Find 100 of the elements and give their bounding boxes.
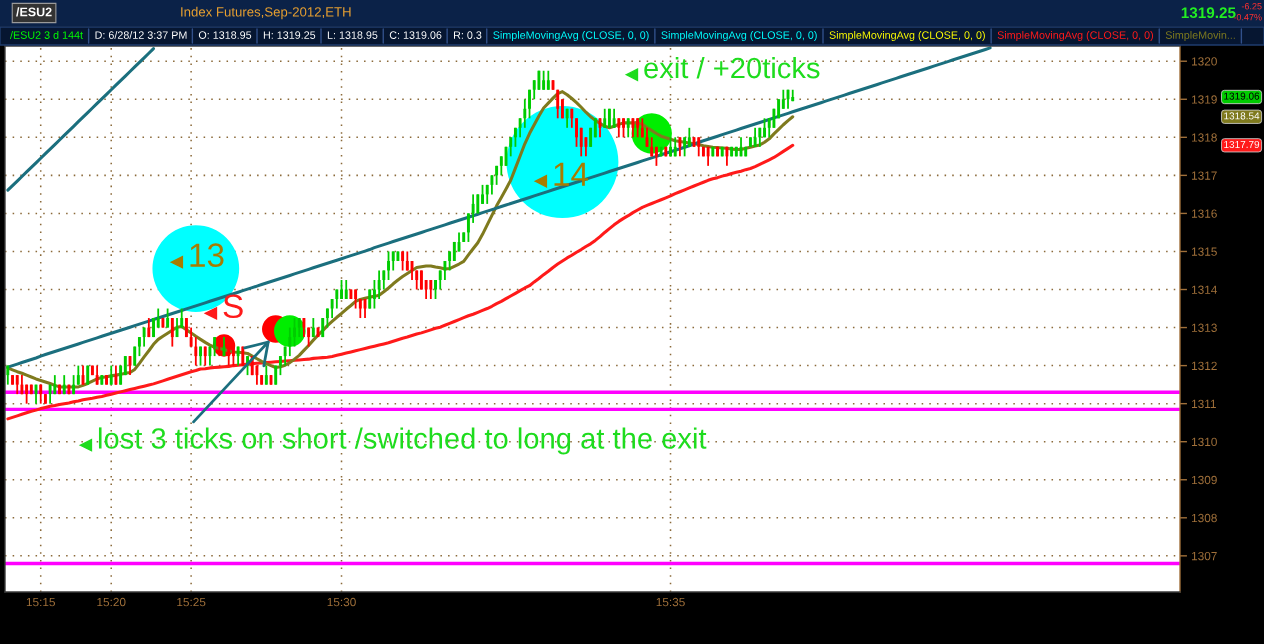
candlestick bbox=[636, 117, 640, 139]
candlestick bbox=[546, 69, 550, 91]
text: L: 1318.95 bbox=[327, 31, 378, 39]
candlestick bbox=[109, 364, 113, 386]
text: SimpleMovingAvg (CLOSE, 0, 0) bbox=[829, 30, 985, 42]
y-tick-label: 1313 bbox=[1192, 323, 1217, 332]
candlestick bbox=[626, 117, 630, 139]
annotation: exit / +20ticks bbox=[644, 56, 820, 79]
y-tick-label: 1311 bbox=[1192, 399, 1216, 409]
candlestick bbox=[189, 326, 193, 348]
candlestick bbox=[372, 279, 376, 310]
y-tick-label: 1312 bbox=[1192, 361, 1217, 370]
x-tick-label: 15:20 bbox=[97, 597, 126, 607]
candlestick bbox=[622, 117, 625, 139]
candlestick bbox=[278, 355, 282, 377]
candlestick bbox=[199, 345, 202, 367]
candlestick bbox=[763, 117, 766, 139]
candlestick bbox=[575, 117, 578, 148]
candlestick bbox=[340, 279, 343, 300]
candlestick bbox=[669, 136, 672, 158]
candlestick bbox=[377, 269, 381, 300]
candlestick bbox=[523, 98, 527, 129]
candlestick bbox=[152, 317, 155, 338]
candlestick bbox=[11, 374, 14, 386]
candlestick bbox=[490, 174, 494, 196]
y-tick-label: 1309 bbox=[1192, 475, 1217, 485]
y-tick-label: 1314 bbox=[1192, 285, 1218, 294]
line-series bbox=[6, 143, 795, 421]
candlestick bbox=[137, 336, 141, 358]
text: 1317.79 bbox=[1224, 140, 1260, 148]
candlestick bbox=[683, 136, 687, 158]
candlestick bbox=[264, 364, 268, 386]
candlestick bbox=[170, 317, 174, 348]
candlestick bbox=[358, 298, 362, 319]
candlestick bbox=[678, 136, 682, 158]
candlestick bbox=[579, 126, 583, 158]
candlestick bbox=[288, 326, 292, 358]
annotation: 13 bbox=[190, 243, 224, 267]
candlestick bbox=[753, 126, 757, 148]
text: SimpleMovingAvg (CLOSE, 0, 0) bbox=[493, 30, 649, 42]
y-tick-label: 1319 bbox=[1192, 95, 1217, 104]
candlestick bbox=[166, 307, 170, 329]
line-series bbox=[6, 47, 156, 192]
candlestick bbox=[15, 374, 19, 396]
candlestick bbox=[631, 117, 635, 139]
chart-subtitle: Index Futures,Sep-2012,ETH bbox=[181, 6, 351, 20]
candlestick bbox=[76, 364, 80, 386]
candlestick bbox=[293, 317, 296, 348]
text: D: 6/28/12 3:37 PM bbox=[95, 30, 187, 39]
candlestick bbox=[697, 136, 701, 158]
candlestick bbox=[781, 88, 785, 110]
text: SimpleMovin... bbox=[1165, 30, 1235, 42]
candlestick bbox=[687, 126, 691, 148]
candlestick bbox=[419, 269, 423, 291]
candlestick bbox=[330, 298, 334, 319]
chart-title: /ESU2 bbox=[16, 7, 52, 17]
candlestick bbox=[448, 250, 452, 272]
text: SimpleMovingAvg (CLOSE, 0, 0) bbox=[997, 30, 1153, 42]
candlestick bbox=[401, 250, 405, 272]
candlestick bbox=[302, 317, 306, 338]
x-tick-label: 15:15 bbox=[26, 597, 55, 607]
text: 1318.54 bbox=[1224, 112, 1260, 120]
y-tick-label: 1310 bbox=[1192, 437, 1217, 447]
y-tick-label: 1320 bbox=[1192, 57, 1217, 66]
text: SimpleMovingAvg (CLOSE, 0, 0) bbox=[661, 30, 817, 42]
candlestick bbox=[156, 307, 160, 329]
candlestick bbox=[297, 317, 301, 338]
text: /ESU2 3 d 144t bbox=[10, 30, 83, 39]
text: O: 1318.95 bbox=[198, 31, 252, 39]
candlestick bbox=[95, 364, 99, 386]
candlestick bbox=[105, 374, 108, 386]
text: 1319.25 bbox=[1181, 7, 1236, 19]
text: C: 1319.06 bbox=[389, 31, 442, 39]
candlestick bbox=[612, 107, 616, 129]
annotation: S bbox=[223, 294, 243, 319]
x-tick-label: 15:35 bbox=[656, 597, 685, 607]
candlestick bbox=[471, 193, 475, 224]
annotation: lost 3 ticks on short /switched to long at the exit bbox=[98, 427, 707, 455]
candlestick bbox=[387, 250, 390, 281]
candlestick bbox=[415, 269, 419, 291]
x-tick-label: 15:30 bbox=[327, 597, 356, 607]
y-tick-label: 1316 bbox=[1192, 209, 1217, 218]
text: 1319.06 bbox=[1224, 92, 1260, 100]
candlestick bbox=[434, 279, 437, 300]
candlestick bbox=[438, 269, 442, 291]
candlestick bbox=[518, 117, 522, 139]
candlestick bbox=[509, 136, 513, 158]
candlestick bbox=[424, 279, 428, 300]
text: R: 0.3 bbox=[454, 31, 482, 39]
candlestick bbox=[499, 155, 503, 177]
y-tick-label: 1308 bbox=[1192, 513, 1217, 523]
candlestick bbox=[429, 279, 433, 300]
text: -0.47% bbox=[1233, 14, 1262, 21]
text: -6.25 bbox=[1241, 3, 1262, 10]
candlestick bbox=[114, 364, 118, 386]
text: H: 1319.25 bbox=[263, 31, 316, 39]
y-tick-label: 1315 bbox=[1192, 247, 1217, 256]
x-tick-label: 15:25 bbox=[177, 597, 206, 607]
candlestick bbox=[556, 88, 560, 120]
y-tick-label: 1307 bbox=[1192, 551, 1217, 561]
